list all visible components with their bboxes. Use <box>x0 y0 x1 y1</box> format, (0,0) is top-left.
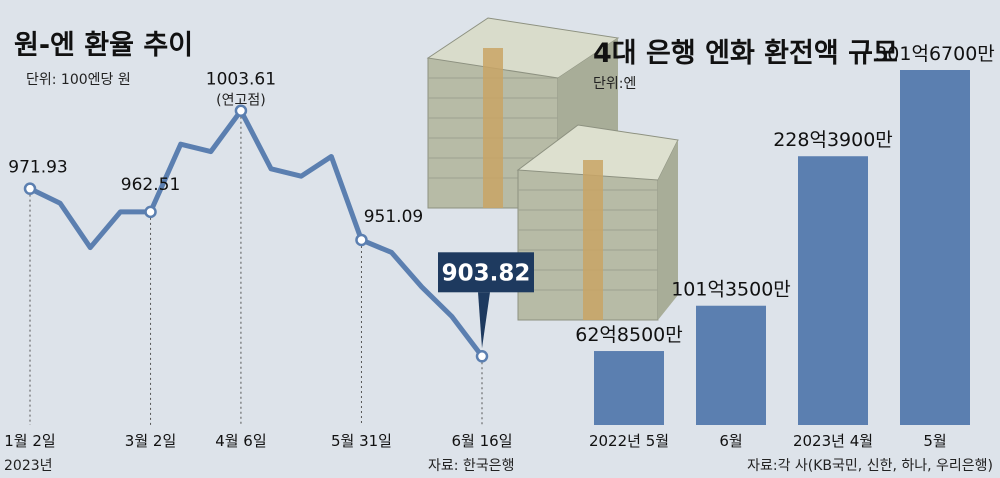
right-chart-unit: 단위:엔 <box>593 76 636 92</box>
year-label: 2023년 <box>4 458 53 474</box>
yen-banknote-stack-illustration <box>426 17 679 321</box>
bar-category-label-2: 2023년 4월 <box>793 432 873 450</box>
callout-value: 903.82 <box>442 260 531 286</box>
point-marker-2 <box>234 104 248 117</box>
bar-category-label-3: 5월 <box>923 432 946 450</box>
peak-note: (연고점) <box>216 93 266 109</box>
point-marker-4 <box>475 350 489 363</box>
left-chart-title: 원-엔 환율 추이 <box>14 30 193 61</box>
bar-category-label-0: 2022년 5월 <box>589 432 669 450</box>
x-tick-label-0: 1월 2일 <box>4 432 55 450</box>
bar-category-label-1: 6월 <box>719 432 742 450</box>
series-line <box>27 108 485 359</box>
bar-1 <box>696 305 766 425</box>
bar-3 <box>900 70 970 425</box>
exchange-rate-line-chart: 1월 2일 971.93 3월 2일 962.51 4월 6일 1003.61 (연고점) 5… <box>4 70 534 450</box>
yen-exchange-bar-chart: 62억8500만 2022년 5월 101억3500만 6월 228억3900만 2023… <box>575 43 995 450</box>
bar-value-label-3: 301억6700만 <box>875 43 995 65</box>
left-chart-unit: 단위: 100엔당 원 <box>26 72 131 88</box>
bar-2 <box>798 156 868 426</box>
point-marker-0 <box>23 182 37 195</box>
callout-pointer <box>478 292 490 349</box>
bar-value-label-1: 101억3500만 <box>671 279 791 301</box>
latest-value-callout: 903.82 <box>438 252 534 349</box>
bar-value-label-2: 228억3900만 <box>773 129 893 151</box>
point-marker-3 <box>355 233 368 247</box>
x-tick-label-4: 6월 16일 <box>452 432 513 450</box>
bar-value-label-0: 62억8500만 <box>575 324 683 346</box>
right-chart-source: 자료:각 사(KB국민, 신한, 하나, 우리은행) <box>747 458 993 474</box>
right-chart-title: 4대 은행 엔화 환전액 규모 <box>593 38 898 69</box>
data-label-2: 1003.61 <box>206 70 276 90</box>
data-label-1: 962.51 <box>121 175 180 195</box>
data-label-0: 971.93 <box>8 158 67 178</box>
x-tick-label-2: 4월 6일 <box>215 432 266 450</box>
x-tick-label-1: 3월 2일 <box>125 432 176 450</box>
point-marker-1 <box>144 205 157 219</box>
chart-text: 원-엔 환율 추이 단위: 100엔당 원 2023년 자료: 한국은행 4대 … <box>4 30 993 474</box>
left-chart-source: 자료: 한국은행 <box>428 458 514 474</box>
data-label-3: 951.09 <box>364 207 423 227</box>
x-tick-label-3: 5월 31일 <box>331 432 392 450</box>
bar-0 <box>594 351 664 425</box>
callout-box <box>438 252 534 293</box>
